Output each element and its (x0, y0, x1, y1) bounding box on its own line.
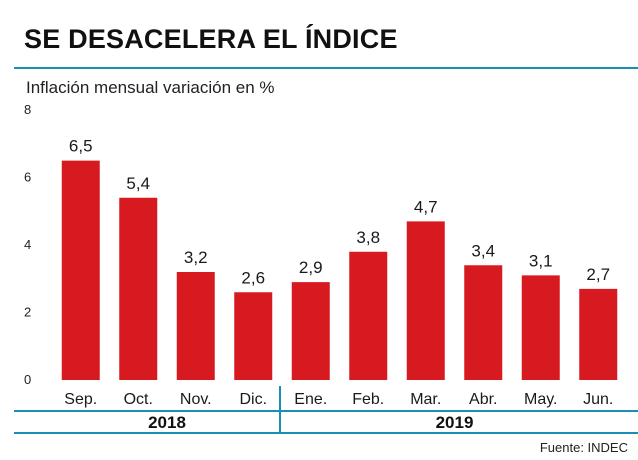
y-tick-label: 8 (24, 102, 31, 117)
bar-value-label: 2,6 (241, 268, 265, 287)
y-tick-label: 0 (24, 372, 31, 387)
bar (61, 160, 100, 380)
y-tick-label: 6 (24, 170, 31, 185)
axis-bottom-rule (14, 432, 638, 434)
year-group-label: 2019 (436, 413, 474, 432)
title-rule (14, 67, 638, 69)
bar-value-label: 3,1 (529, 251, 553, 270)
x-category-label: Dic. (239, 391, 267, 408)
x-category-label: Oct. (124, 391, 153, 408)
bar (349, 251, 388, 380)
chart-subtitle: Inflación mensual variación en % (26, 78, 275, 97)
source-note: Fuente: INDEC (539, 440, 628, 455)
bar (579, 288, 618, 380)
x-category-label: Jun. (583, 391, 613, 408)
bar (464, 265, 503, 380)
x-category-label: Ene. (294, 391, 327, 408)
y-tick-label: 4 (24, 237, 31, 252)
bar (234, 292, 273, 380)
bar-value-label: 6,5 (69, 137, 93, 156)
bar-value-label: 3,4 (471, 241, 495, 260)
bar (521, 275, 560, 380)
chart-title: SE DESACELERA EL ÍNDICE (24, 24, 398, 54)
x-category-label: Feb. (352, 391, 384, 408)
x-category-label: Abr. (469, 391, 497, 408)
bar-value-label: 2,9 (299, 258, 323, 277)
bar-value-label: 4,7 (414, 197, 438, 216)
year-group-label: 2018 (148, 413, 186, 432)
x-category-label: May. (524, 391, 557, 408)
bar-value-label: 3,8 (356, 228, 380, 247)
bar-value-label: 3,2 (184, 248, 208, 267)
axis-top-rule (14, 410, 638, 412)
bar-value-label: 5,4 (126, 174, 150, 193)
x-category-label: Nov. (180, 391, 212, 408)
bar (119, 197, 158, 380)
x-category-label: Sep. (64, 391, 97, 408)
bar (406, 221, 445, 380)
y-tick-label: 2 (24, 305, 31, 320)
bar (291, 282, 330, 380)
bar (176, 272, 215, 380)
x-category-label: Mar. (410, 391, 441, 408)
bar-value-label: 2,7 (586, 265, 610, 284)
